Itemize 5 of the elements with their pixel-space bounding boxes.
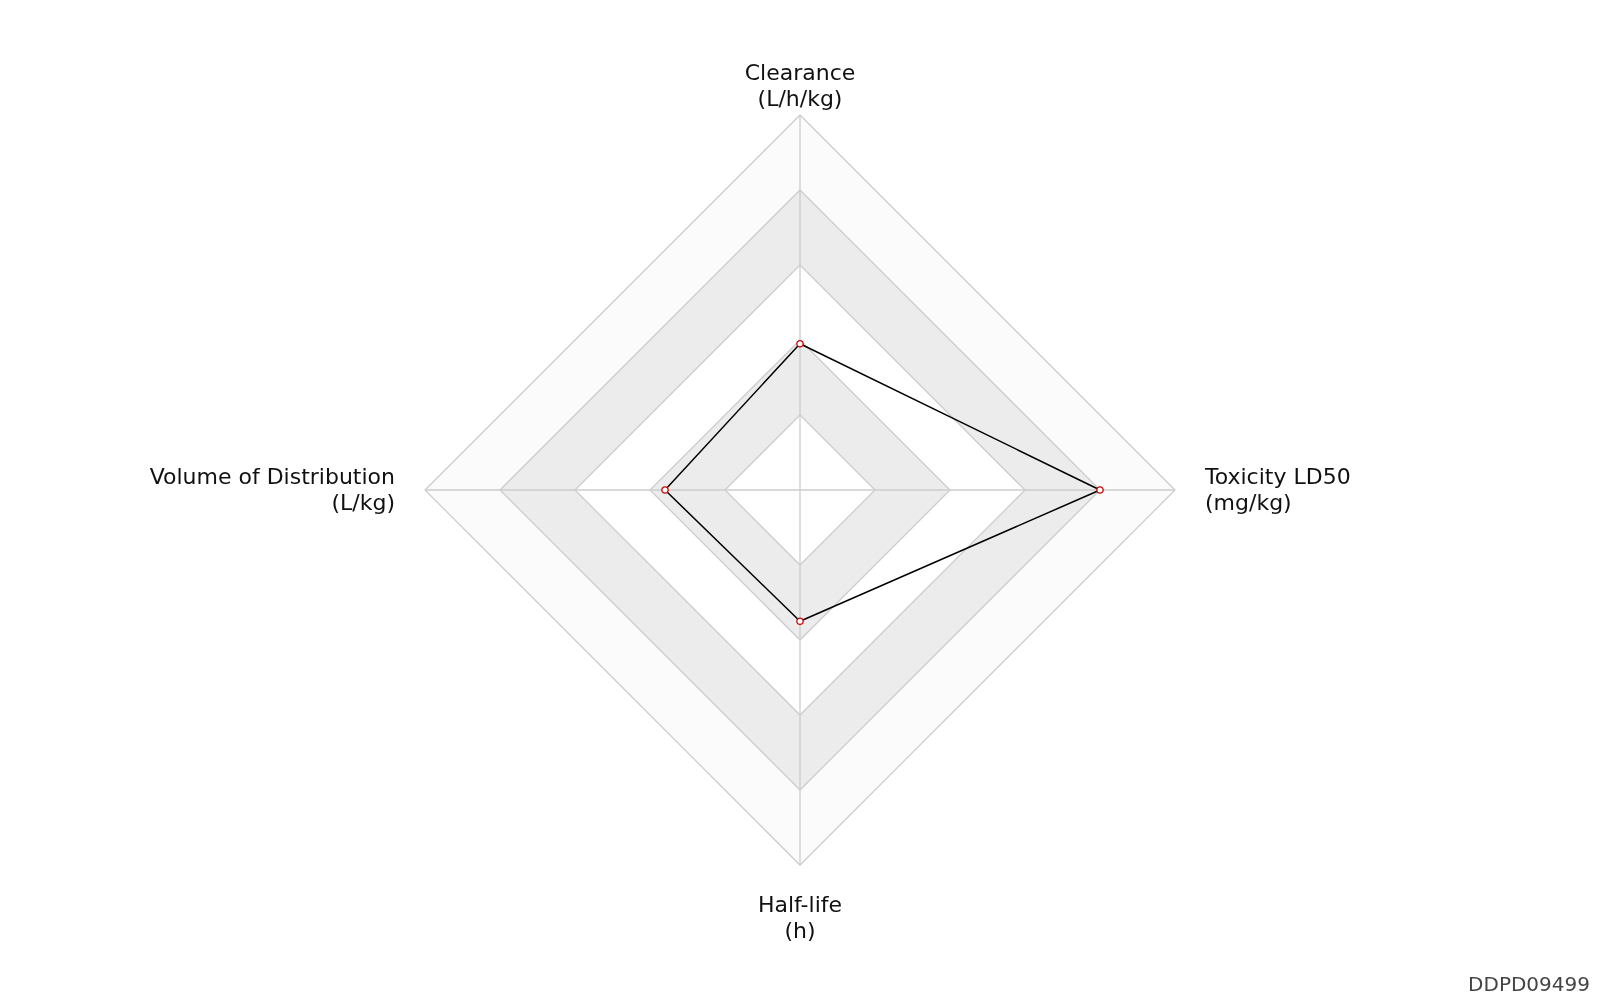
text: DDPD09499 [1468,972,1590,996]
spoke-label: Volume of Distribution (L/kg) [149,464,395,515]
spoke-label: Clearance (L/h/kg) [744,60,856,111]
spoke-label: Half-life (h) [757,892,843,943]
spoke-label: Toxicity LD50 (mg/kg) [1204,464,1351,515]
